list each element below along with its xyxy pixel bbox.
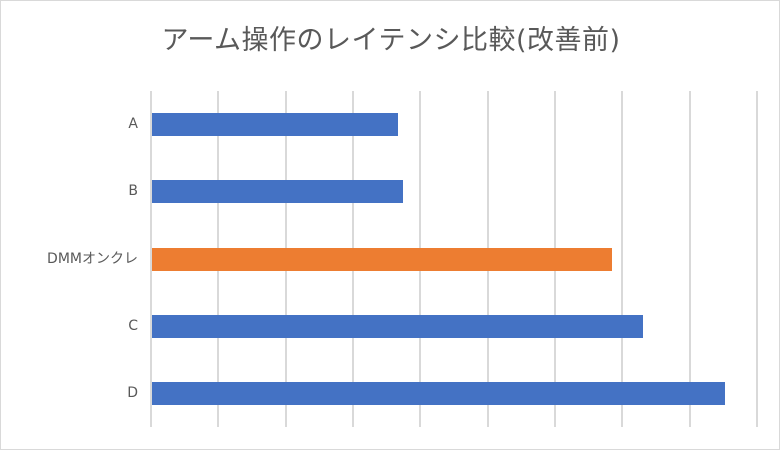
category-label: B (128, 183, 138, 199)
bar-dmm-onkure[interactable] (152, 248, 612, 271)
category-label: D (127, 385, 138, 401)
bar-c[interactable] (152, 315, 643, 338)
gridline (621, 91, 624, 427)
category-label: DMMオンクレ (47, 251, 138, 267)
gridline (756, 91, 758, 427)
plot-area (150, 91, 758, 427)
category-label: C (128, 318, 138, 334)
category-label: A (128, 116, 138, 132)
gridline (688, 91, 691, 427)
bar-a[interactable] (152, 113, 398, 136)
gridline (150, 91, 152, 427)
chart-title: アーム操作のレイテンシ比較(改善前) (161, 25, 621, 56)
bar-d[interactable] (152, 382, 725, 405)
bar-b[interactable] (152, 180, 404, 203)
